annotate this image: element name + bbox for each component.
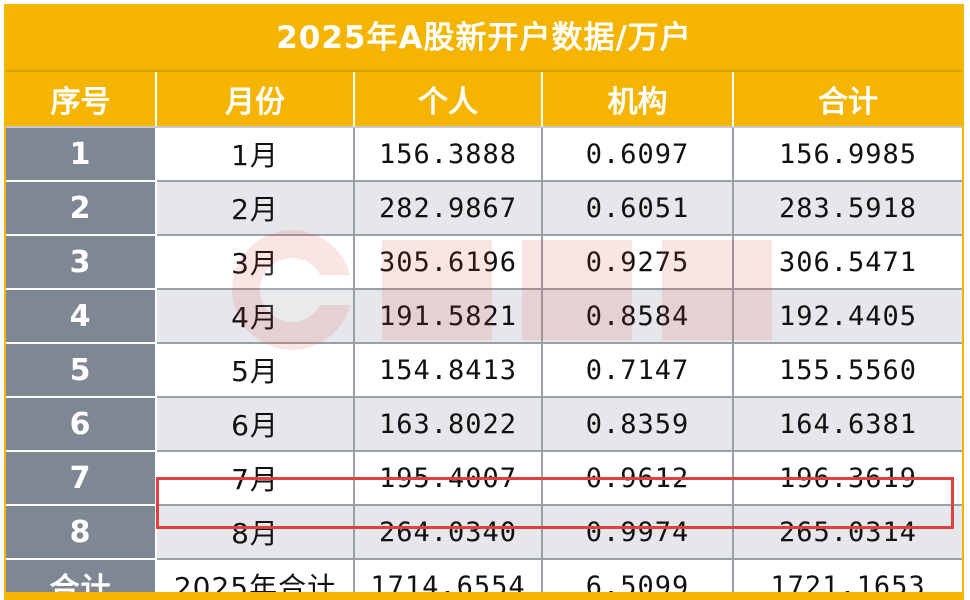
row-total: 196.3619 bbox=[733, 451, 962, 506]
row-index: 3 bbox=[6, 235, 157, 290]
row-institution: 0.8584 bbox=[542, 289, 734, 344]
row-month: 7月 bbox=[156, 451, 355, 506]
row-month: 1月 bbox=[156, 127, 355, 182]
table-row: 7 7月 195.4007 0.9612 196.3619 bbox=[6, 451, 962, 506]
row-index: 6 bbox=[6, 397, 157, 452]
row-index: 1 bbox=[6, 127, 157, 182]
row-total: 155.5560 bbox=[733, 343, 962, 398]
summary-total: 1721.1653 bbox=[733, 559, 962, 598]
header-row: 序号 月份 个人 机构 合计 bbox=[6, 72, 962, 128]
summary-label: 合计 bbox=[6, 559, 157, 598]
row-month: 4月 bbox=[156, 289, 355, 344]
row-personal: 156.3888 bbox=[354, 127, 543, 182]
row-personal: 154.8413 bbox=[354, 343, 543, 398]
table-row-highlighted: 8 8月 264.0340 0.9974 265.0314 bbox=[6, 505, 962, 560]
row-index: 4 bbox=[6, 289, 157, 344]
summary-institution: 6.5099 bbox=[542, 559, 734, 598]
header-index: 序号 bbox=[6, 72, 157, 128]
row-institution: 0.9275 bbox=[542, 235, 734, 290]
header-month: 月份 bbox=[156, 72, 355, 128]
row-personal: 282.9867 bbox=[354, 181, 543, 236]
header-institution: 机构 bbox=[542, 72, 734, 128]
row-month: 5月 bbox=[156, 343, 355, 398]
row-total: 164.6381 bbox=[733, 397, 962, 452]
table-row: 1 1月 156.3888 0.6097 156.9985 bbox=[6, 127, 962, 182]
row-institution: 0.6051 bbox=[542, 181, 734, 236]
row-index: 7 bbox=[6, 451, 157, 506]
table-row: 3 3月 305.6196 0.9275 306.5471 bbox=[6, 235, 962, 290]
row-total: 306.5471 bbox=[733, 235, 962, 290]
row-institution: 0.7147 bbox=[542, 343, 734, 398]
row-total: 283.5918 bbox=[733, 181, 962, 236]
row-personal: 191.5821 bbox=[354, 289, 543, 344]
row-personal: 305.6196 bbox=[354, 235, 543, 290]
header-total: 合计 bbox=[733, 72, 962, 128]
row-index: 8 bbox=[6, 505, 157, 560]
summary-row: 合计 2025年合计 1714.6554 6.5099 1721.1653 bbox=[6, 559, 962, 598]
table-title: 2025年A股新开户数据/万户 bbox=[6, 6, 962, 72]
row-institution: 0.9974 bbox=[542, 505, 734, 560]
row-institution: 0.8359 bbox=[542, 397, 734, 452]
table-row: 5 5月 154.8413 0.7147 155.5560 bbox=[6, 343, 962, 398]
row-month: 2月 bbox=[156, 181, 355, 236]
row-institution: 0.6097 bbox=[542, 127, 734, 182]
bottom-strip bbox=[4, 592, 964, 600]
row-index: 2 bbox=[6, 181, 157, 236]
new-accounts-table: 序号 月份 个人 机构 合计 1 1月 156.3888 0.6097 156.… bbox=[6, 72, 962, 598]
summary-personal: 1714.6554 bbox=[354, 559, 543, 598]
table-row: 2 2月 282.9867 0.6051 283.5918 bbox=[6, 181, 962, 236]
row-personal: 195.4007 bbox=[354, 451, 543, 506]
table-row: 4 4月 191.5821 0.8584 192.4405 bbox=[6, 289, 962, 344]
row-total: 156.9985 bbox=[733, 127, 962, 182]
row-personal: 264.0340 bbox=[354, 505, 543, 560]
table-row: 6 6月 163.8022 0.8359 164.6381 bbox=[6, 397, 962, 452]
data-table-container: 2025年A股新开户数据/万户 序号 月份 个人 机构 合计 1 1月 156.… bbox=[4, 4, 964, 600]
row-index: 5 bbox=[6, 343, 157, 398]
row-personal: 163.8022 bbox=[354, 397, 543, 452]
row-month: 3月 bbox=[156, 235, 355, 290]
row-total: 265.0314 bbox=[733, 505, 962, 560]
row-month: 6月 bbox=[156, 397, 355, 452]
row-month: 8月 bbox=[156, 505, 355, 560]
row-institution: 0.9612 bbox=[542, 451, 734, 506]
row-total: 192.4405 bbox=[733, 289, 962, 344]
header-personal: 个人 bbox=[354, 72, 543, 128]
